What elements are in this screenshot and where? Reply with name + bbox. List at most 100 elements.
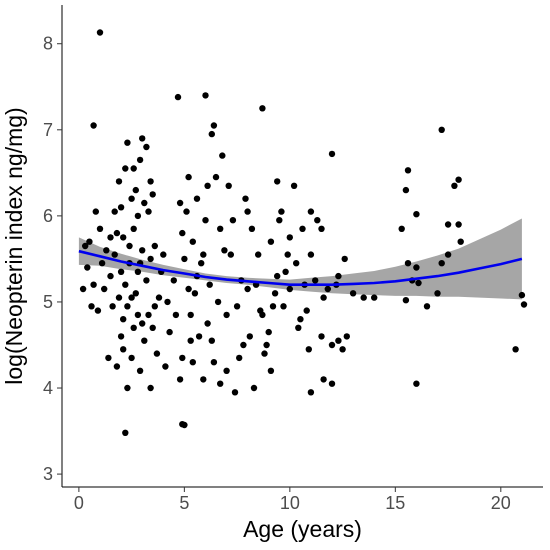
data-point [240, 341, 247, 349]
data-point [115, 178, 123, 185]
data-point [274, 272, 281, 280]
data-point [153, 350, 161, 357]
data-point [111, 251, 118, 258]
data-point [248, 225, 256, 232]
data-point [132, 186, 139, 194]
data-point [312, 277, 319, 284]
data-point [149, 324, 156, 331]
data-point [278, 208, 285, 215]
data-point [305, 346, 312, 353]
data-point [518, 291, 526, 299]
data-point [128, 294, 135, 301]
data-point [286, 234, 293, 241]
y-tick-label: 6 [43, 206, 53, 226]
data-point [130, 165, 137, 172]
data-point [139, 320, 146, 327]
data-point [307, 389, 315, 396]
data-point [451, 182, 458, 189]
data-point [318, 225, 325, 232]
data-point [413, 211, 420, 218]
data-point [84, 264, 91, 271]
data-point [105, 354, 112, 362]
data-point [151, 242, 158, 250]
data-point [120, 346, 127, 353]
data-point [246, 333, 253, 340]
data-point [434, 290, 441, 297]
data-point [101, 285, 108, 293]
data-point [320, 376, 327, 383]
data-point [189, 238, 196, 245]
data-point [208, 130, 215, 138]
data-point [250, 384, 258, 392]
x-tick-label: 20 [491, 493, 511, 513]
data-point [265, 328, 272, 336]
data-point [314, 217, 321, 224]
data-point [191, 290, 199, 297]
data-point [162, 363, 169, 370]
data-point [210, 122, 218, 129]
data-point [109, 303, 116, 310]
data-point [335, 272, 342, 280]
data-point [179, 354, 186, 362]
data-point [166, 328, 173, 336]
data-point [341, 255, 348, 263]
data-point [141, 337, 148, 344]
data-point [335, 337, 342, 344]
data-point [147, 384, 154, 392]
data-point [176, 376, 184, 383]
data-point [398, 225, 405, 232]
data-point [113, 229, 121, 237]
data-point [455, 221, 462, 228]
data-point [293, 260, 300, 267]
data-point [231, 389, 239, 396]
data-point [122, 281, 129, 288]
data-point [371, 294, 378, 301]
data-point [124, 303, 131, 310]
data-point [214, 298, 222, 306]
data-point [229, 217, 237, 224]
data-point [94, 307, 102, 314]
data-point [261, 350, 268, 357]
data-point [122, 165, 129, 172]
data-point [187, 337, 194, 344]
data-point [195, 333, 203, 340]
data-point [423, 303, 431, 310]
data-point [349, 290, 357, 297]
data-point [328, 150, 336, 158]
x-tick-label: 5 [179, 493, 189, 513]
data-point [223, 367, 230, 374]
data-point [187, 311, 194, 319]
data-point [107, 234, 114, 241]
data-point [206, 281, 213, 288]
y-tick-label: 5 [43, 292, 53, 312]
data-point [124, 139, 131, 146]
data-point [145, 208, 152, 215]
data-point [92, 208, 100, 215]
x-axis-title: Age (years) [243, 516, 362, 542]
data-point [139, 135, 146, 142]
data-point [88, 303, 95, 310]
data-point [339, 346, 346, 353]
data-point [200, 251, 207, 258]
data-point [193, 195, 201, 202]
data-point [181, 421, 188, 429]
data-point [208, 337, 215, 344]
data-point [185, 173, 192, 181]
data-point [117, 333, 125, 340]
data-point [307, 251, 315, 258]
data-point [276, 217, 283, 224]
data-point [255, 251, 262, 258]
data-point [115, 294, 123, 301]
data-point [402, 297, 410, 304]
data-point [198, 260, 205, 267]
x-tick-label: 15 [385, 493, 405, 513]
data-point [244, 208, 251, 215]
data-point [307, 208, 315, 215]
data-point [286, 285, 293, 293]
data-point [145, 311, 152, 319]
data-point [82, 242, 89, 250]
data-point [200, 376, 207, 383]
y-tick-label: 7 [43, 120, 53, 140]
data-point [134, 268, 142, 275]
